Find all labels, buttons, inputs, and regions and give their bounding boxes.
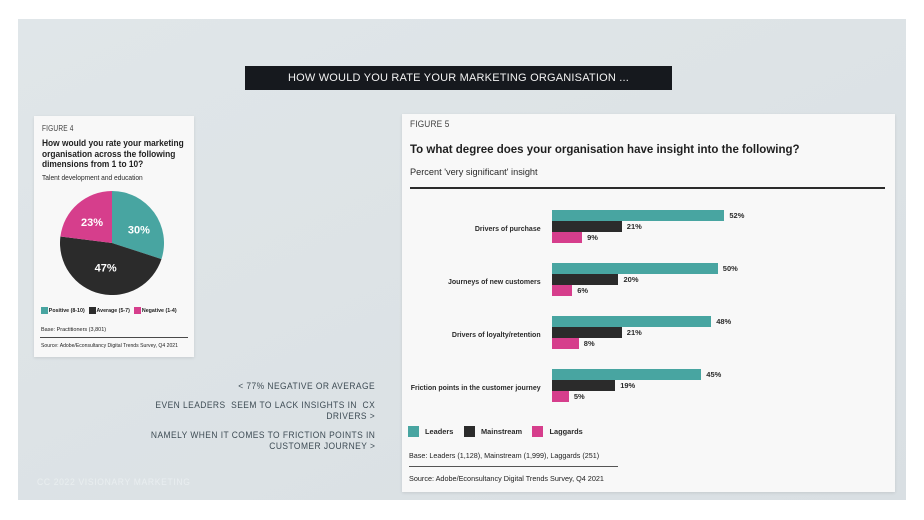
svg-text:23%: 23% bbox=[81, 217, 103, 229]
svg-text:47%: 47% bbox=[95, 263, 117, 275]
svg-text:30%: 30% bbox=[128, 224, 150, 236]
